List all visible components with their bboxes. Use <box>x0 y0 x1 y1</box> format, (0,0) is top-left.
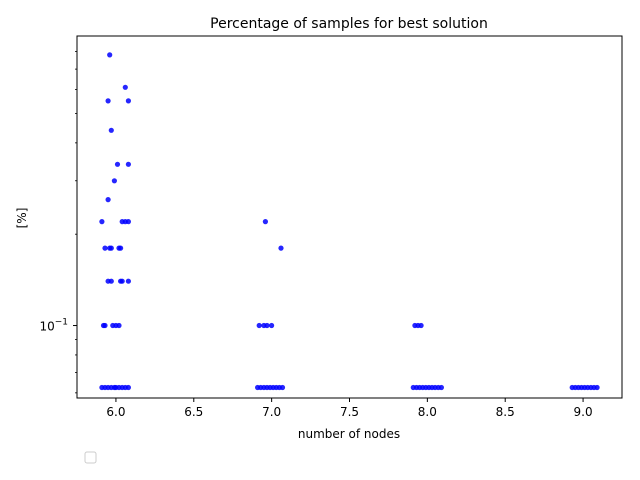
data-point <box>102 245 108 251</box>
x-tick-label: 7.0 <box>262 405 281 419</box>
y-tick-label: 10−1 <box>39 318 68 334</box>
data-point <box>264 322 270 329</box>
legend-box <box>84 451 97 464</box>
data-point <box>438 384 444 391</box>
data-point <box>119 278 125 284</box>
data-point <box>107 52 113 58</box>
data-point <box>279 384 286 391</box>
plot-frame <box>76 35 623 399</box>
x-tick-label: 8.0 <box>418 405 437 419</box>
x-axis-label: number of nodes <box>298 427 400 441</box>
data-points <box>99 52 600 391</box>
data-point <box>256 322 262 329</box>
data-point <box>116 322 122 329</box>
data-point <box>122 84 128 90</box>
x-tick-label: 7.5 <box>340 405 359 419</box>
data-point <box>99 219 105 225</box>
y-axis-label: [%] <box>15 208 29 229</box>
x-tick-label: 6.0 <box>106 405 125 419</box>
data-point <box>105 98 111 104</box>
data-point <box>102 322 108 329</box>
data-point <box>125 98 131 104</box>
data-point <box>125 384 131 391</box>
x-tick-label: 8.5 <box>496 405 515 419</box>
data-point <box>105 197 111 203</box>
data-point <box>125 219 131 225</box>
data-point <box>269 322 275 329</box>
chart-title: Percentage of samples for best solution <box>210 16 488 32</box>
x-tick-label: 9.0 <box>574 405 593 419</box>
data-point <box>262 219 268 225</box>
data-point <box>125 278 131 284</box>
x-axis-ticks: 6.0 6.5 7.0 7.5 8.0 8.5 9.0 <box>106 398 593 419</box>
data-point <box>108 245 114 251</box>
data-point <box>108 127 114 133</box>
data-point <box>118 245 124 251</box>
x-tick-label: 6.5 <box>184 405 203 419</box>
data-point <box>594 384 600 391</box>
data-point <box>278 245 284 251</box>
data-point <box>125 161 131 167</box>
data-point <box>108 278 114 284</box>
data-point <box>418 322 424 329</box>
data-point <box>111 178 117 184</box>
data-point <box>114 161 121 167</box>
